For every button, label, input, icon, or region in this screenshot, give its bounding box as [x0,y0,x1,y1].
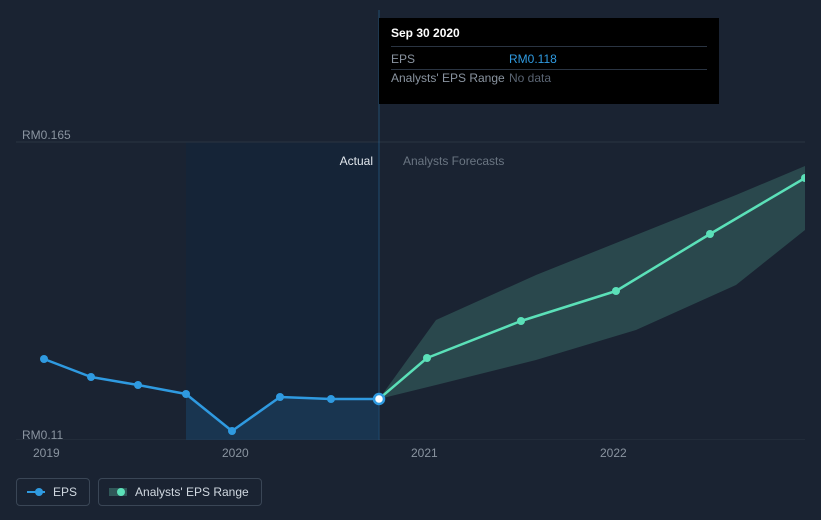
legend-eps-label: EPS [53,485,77,499]
legend-item-range[interactable]: Analysts' EPS Range [98,478,262,506]
tooltip-eps-value: RM0.118 [509,52,557,66]
legend-item-eps[interactable]: EPS [16,478,90,506]
tooltip-range-value: No data [509,71,551,85]
section-actual-label: Actual [340,154,373,168]
x-axis-label-2: 2021 [411,446,438,460]
x-axis-label-3: 2022 [600,446,627,460]
tooltip-date: Sep 30 2020 [391,26,707,47]
legend-range-label: Analysts' EPS Range [135,485,249,499]
chart-tooltip: Sep 30 2020 EPS RM0.118 Analysts' EPS Ra… [379,18,719,104]
tooltip-range-label: Analysts' EPS Range [391,71,509,85]
x-axis-label-1: 2020 [222,446,249,460]
eps-line-icon [27,487,45,497]
section-forecast-label: Analysts Forecasts [403,154,504,168]
y-axis-top-label: RM0.165 [22,128,71,142]
y-axis-bottom-label: RM0.11 [22,428,63,442]
range-area-icon [109,487,127,497]
chart-legend: EPS Analysts' EPS Range [16,478,262,506]
tooltip-eps-label: EPS [391,52,509,66]
x-axis-label-0: 2019 [33,446,60,460]
